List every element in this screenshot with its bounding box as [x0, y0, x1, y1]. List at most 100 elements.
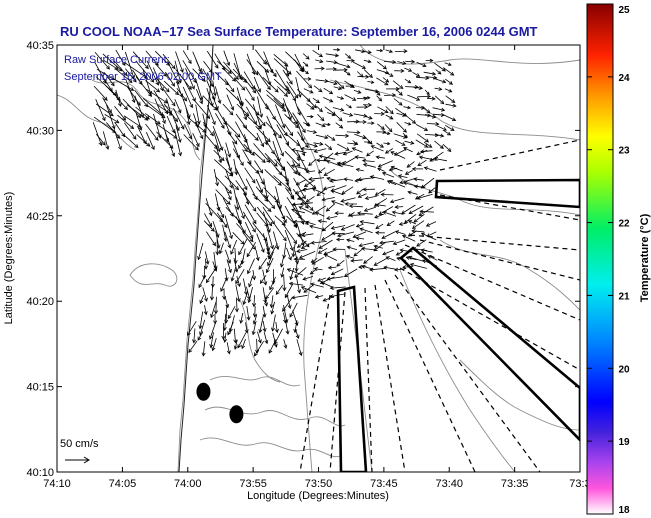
current-vector — [284, 113, 299, 129]
current-vector-head — [142, 140, 147, 145]
current-vector — [421, 249, 433, 253]
current-vector — [375, 223, 384, 229]
current-vector-head — [251, 85, 256, 90]
current-vector — [154, 50, 170, 66]
current-vector-head — [201, 77, 206, 82]
current-vector — [305, 196, 315, 203]
current-vector-head — [155, 88, 161, 93]
contour-line — [239, 299, 281, 383]
current-vector — [404, 78, 411, 84]
current-vector-head — [329, 285, 334, 290]
current-vector-head — [399, 85, 404, 90]
current-vector-head — [195, 123, 200, 129]
current-vector-head — [414, 84, 419, 90]
current-vector — [135, 60, 155, 83]
current-vector — [248, 287, 253, 303]
current-vector-head — [198, 283, 203, 289]
current-vector-head — [241, 344, 246, 350]
current-vector — [224, 175, 239, 190]
current-vector-head — [215, 182, 220, 187]
current-vector-head — [325, 207, 330, 212]
current-vector-head — [305, 55, 310, 60]
current-vector — [364, 115, 373, 119]
current-vector — [235, 196, 245, 219]
current-vector — [135, 112, 142, 131]
current-vector-head — [319, 141, 324, 146]
current-vector-head — [409, 262, 415, 267]
current-vector-head — [282, 237, 287, 242]
current-vector — [154, 122, 178, 139]
current-vector-head — [367, 102, 373, 107]
current-vector-head — [281, 124, 286, 129]
current-vector-head — [106, 65, 110, 70]
current-vector-head — [402, 264, 407, 270]
current-vector — [422, 259, 437, 267]
current-vector — [382, 77, 389, 83]
current-vector — [126, 104, 149, 121]
current-vector — [224, 215, 233, 239]
current-vector-head — [270, 150, 275, 155]
current-vector-head — [407, 122, 412, 126]
current-vector-head — [393, 151, 399, 156]
current-vector — [385, 148, 394, 154]
current-vector — [237, 96, 247, 120]
current-vector — [233, 328, 236, 343]
current-vector-head — [230, 277, 235, 282]
current-vector-head — [292, 97, 296, 102]
current-vector — [410, 263, 427, 269]
current-vector — [275, 321, 278, 333]
current-vector — [274, 328, 283, 345]
current-vector — [226, 342, 230, 354]
current-vector-head — [331, 112, 337, 117]
current-vector — [195, 59, 203, 75]
current-vector-head — [299, 201, 304, 206]
current-vector — [205, 258, 207, 269]
current-vector-head — [359, 220, 364, 225]
current-vector — [245, 106, 257, 125]
current-vector-head — [144, 103, 149, 108]
current-vector-head — [253, 196, 258, 201]
current-vector — [395, 206, 404, 208]
current-vector-head — [203, 123, 208, 129]
y-axis-label: Latitude (Degrees:Minutes) — [3, 192, 15, 325]
current-vector — [254, 306, 256, 317]
current-vector-head — [218, 159, 223, 164]
current-vector-head — [171, 82, 175, 87]
current-vector-head — [326, 176, 331, 181]
current-vector-head — [390, 151, 395, 156]
current-vector — [223, 117, 231, 136]
current-vector — [315, 134, 328, 139]
current-vector-head — [227, 196, 232, 201]
current-vector — [206, 87, 213, 107]
current-vector — [294, 329, 299, 339]
current-vector — [383, 211, 397, 217]
radar-spoke — [439, 139, 580, 171]
current-vector-head — [327, 122, 331, 127]
current-vector — [243, 293, 248, 305]
current-vector — [351, 259, 363, 262]
current-vector-head — [238, 264, 242, 270]
current-vector — [355, 156, 366, 159]
current-vector-head — [313, 143, 318, 148]
current-vector — [106, 122, 120, 139]
current-vector-head — [411, 229, 416, 234]
current-vector-head — [209, 335, 213, 340]
current-vector — [115, 49, 126, 66]
current-vector-head — [291, 295, 296, 300]
current-vector — [405, 60, 415, 63]
current-vector-head — [225, 303, 230, 309]
current-vector — [424, 89, 430, 95]
current-vector — [376, 156, 386, 159]
current-vector — [435, 69, 442, 75]
current-vector — [325, 53, 339, 57]
current-vector — [403, 147, 413, 153]
current-vector — [424, 114, 436, 118]
current-vector — [217, 60, 232, 74]
current-vector — [420, 210, 434, 213]
current-vector-head — [345, 254, 350, 259]
current-vector — [227, 306, 236, 319]
current-vector — [377, 168, 385, 172]
current-vector — [443, 130, 451, 136]
current-vector — [314, 68, 325, 70]
current-vector — [202, 287, 208, 302]
